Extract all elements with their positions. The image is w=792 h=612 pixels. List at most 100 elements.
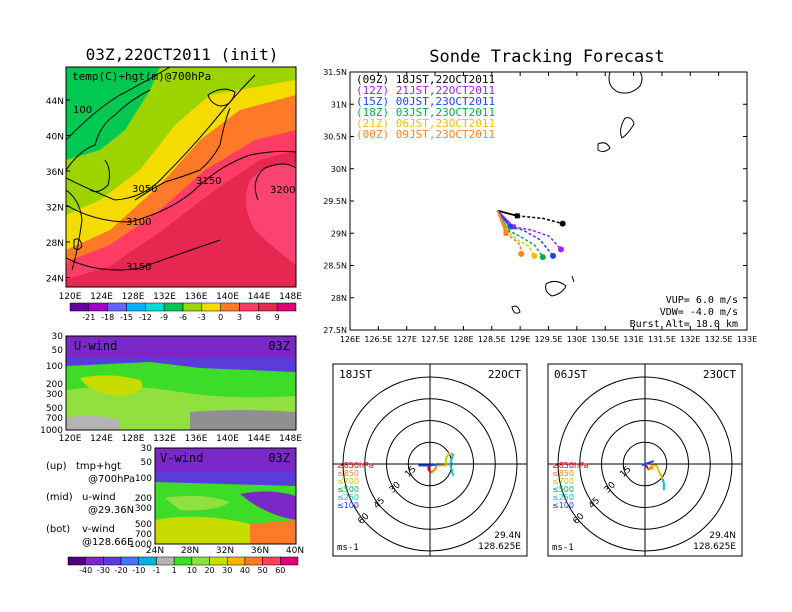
note-key: (up) [46,461,67,472]
colorbar-label: -3 [198,313,206,322]
lat-tick-label: 28N [181,546,199,556]
colorbar-swatch [69,302,90,312]
x-tick-label: 128.5E [478,335,506,344]
note-key: (bot) [46,524,70,535]
x-tick-label: 131E [623,335,643,344]
level-legend-entry: ≤500 [337,485,359,494]
pressure-tick-label: 1000 [129,540,152,550]
pressure-tick-label: 500 [135,520,152,530]
x-tick-label: 126.5E [364,335,392,344]
note-line: @128.66E [82,537,133,548]
track-axis-ticks: 126E 126.5E 127E 127.5E 128E 128.5E 129E 129.5E… [323,68,757,344]
y-tick-label: 29.5N [323,197,347,206]
colorbar-label: 1 [172,566,177,575]
colorbar-label: 50 [258,566,268,575]
lon-tick-label: 136E [185,292,208,302]
colorbar-swatch [173,556,193,566]
lat-tick-label: 24N [46,275,64,285]
v-lat-ticks: 24N 28N 32N 36N 40N [146,546,304,556]
map-lon-ticks: 120E 124E 128E 132E 136E 140E 144E 148E [59,292,303,302]
y-tick-label: 28.5N [323,262,347,271]
level-legend-entry: ≤850 [552,469,574,478]
track-legend-entry: (00Z) 09JST,23OCT2011 [356,128,495,141]
lon-tick-label: 120E [59,292,82,302]
track-legend-entry: (09Z) 18JST,22OCT2011 [356,73,495,86]
track-marker [510,224,516,230]
units-label: ms-1 [337,543,359,553]
colorbar-label: 60 [275,566,285,575]
x-tick-label: 130.5E [591,335,619,344]
track-line-solid [497,209,518,217]
pressure-tick-label: 50 [141,458,153,468]
location-lon: 128.625E [693,542,736,552]
lat-tick-label: 36N [251,546,269,556]
pressure-tick-label: 1000 [40,426,63,436]
lat-tick-label: 36N [46,168,64,178]
lat-tick-label: 32N [216,546,234,556]
pressure-tick-label: 50 [52,346,64,356]
x-tick-label: 130E [567,335,587,344]
pressure-tick-label: 30 [141,444,153,454]
colorbar-swatch [201,302,221,312]
hodograph-trace [650,464,664,479]
colorbar-swatch [85,556,104,566]
x-tick-label: 127E [397,335,417,344]
colorbar-label: -18 [101,313,114,322]
contour-label: 100 [73,105,92,116]
colorbar-swatch [182,302,203,312]
lat-tick-label: 44N [46,97,64,107]
location-lat: 29.4N [709,531,736,541]
y-tick-label: 31.5N [323,68,347,77]
colorbar-label: -1 [152,566,160,575]
lon-tick-label: 128E [122,292,145,302]
x-tick-label: 131.5E [648,335,676,344]
level-legend-entry: ≤100 [337,501,359,510]
colorbar-swatch [226,556,246,566]
colorbar-swatch [107,302,127,312]
track-endpoint [557,246,564,253]
track-lines [496,209,566,261]
map-lat-ticks: 44N 40N 36N 32N 28N 24N [46,97,70,285]
u-wind-time: 03Z [268,339,290,353]
level-legend-entry: ≥850hPa [337,461,374,470]
hodograph-date: 22OCT [488,368,521,381]
lon-tick-label: 148E [279,292,302,302]
lon-tick-label: 144E [248,292,271,302]
track-endpoint [559,220,566,227]
track-marker [514,213,520,219]
location-lat: 29.4N [494,531,521,541]
colorbar-swatch [103,556,122,566]
colorbar-label: 9 [275,313,280,322]
lat-tick-label: 32N [46,204,64,214]
v-wind-label: V-wind [160,451,203,465]
temp-map: temp(C)+hgt(m)@700hPa 100 3050 3100 3150… [46,66,303,302]
track-annotation: VUP= 6.0 m/s [666,295,738,306]
hodograph-time: 18JST [339,368,372,381]
lon-tick-label: 124E [90,434,113,444]
colorbar-label: 10 [187,566,197,575]
lat-tick-label: 40N [46,133,64,143]
hodograph-trace [641,460,655,467]
level-legend-entry: ≤700 [337,477,359,486]
colorbar-label: -20 [115,566,128,575]
colorbar-swatch [145,302,165,312]
u-wind-label: U-wind [74,339,117,353]
lon-tick-label: 132E [153,292,176,302]
colorbar-label: 6 [256,313,261,322]
v-wind-time: 03Z [268,451,290,465]
track-line-dashed [507,229,544,258]
lon-tick-label: 140E [216,292,239,302]
colorbar-label: -10 [132,566,145,575]
x-tick-label: 127.5E [421,335,449,344]
lon-tick-label: 148E [279,434,302,444]
colorbar-swatch [138,556,157,566]
x-tick-label: 129E [510,335,530,344]
track-endpoint [531,252,538,259]
y-tick-label: 27.5N [323,326,347,335]
lat-tick-label: 24N [146,546,164,556]
colorbar-swatch [126,302,146,312]
pressure-tick-label: 300 [135,504,152,514]
track-line-dashed [505,229,535,257]
